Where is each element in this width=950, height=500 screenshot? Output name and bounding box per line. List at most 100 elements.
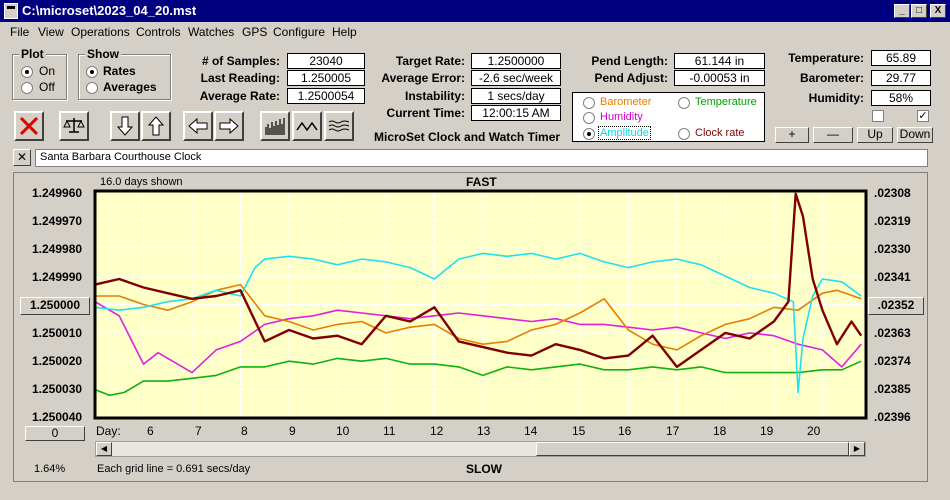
clock-name-field[interactable]: Santa Barbara Courthouse Clock	[35, 149, 928, 167]
pend-adjust-label: Pend Adjust:	[594, 71, 668, 85]
pend-length-field[interactable]: 61.144 in	[674, 53, 765, 69]
average-error-field: -2.6 sec/week	[471, 70, 561, 86]
scale-plus-button[interactable]: +	[775, 127, 809, 143]
menu-watches[interactable]: Watches	[188, 25, 235, 39]
x-tick-label: 13	[477, 424, 491, 438]
histogram-button[interactable]	[260, 111, 290, 141]
barometer-option-label: Barometer	[600, 96, 652, 108]
arrow-left-button[interactable]	[183, 111, 213, 141]
barometer-label: Barometer:	[799, 71, 864, 85]
show-averages-label: Averages	[103, 80, 157, 94]
pend-adjust-field: -0.00053 in	[674, 70, 765, 86]
menu-operations[interactable]: Operations	[71, 25, 130, 39]
right-tick-label: .02363	[874, 326, 911, 340]
slow-label: SLOW	[466, 462, 502, 476]
percent-label: 1.64%	[34, 463, 66, 475]
arrow-up-button[interactable]	[141, 111, 171, 141]
num-samples-label: # of Samples:	[201, 54, 280, 68]
wave-button[interactable]	[292, 111, 322, 141]
amplitude-option-label: Amplitude	[598, 126, 651, 140]
arrow-right-button[interactable]	[214, 111, 244, 141]
barometer-radio[interactable]	[583, 97, 595, 109]
arrow-left-icon	[188, 117, 208, 135]
balance-button[interactable]	[59, 111, 89, 141]
humidity-radio[interactable]	[583, 112, 595, 124]
menu-view[interactable]: View	[38, 25, 64, 39]
x-tick-label: 20	[807, 424, 821, 438]
show-averages-radio[interactable]	[86, 82, 98, 94]
menu-controls[interactable]: Controls	[136, 25, 181, 39]
stop-button[interactable]	[14, 111, 44, 141]
right-tick-label: .02341	[874, 270, 911, 284]
show-group-title: Show	[85, 47, 121, 61]
histogram-icon	[265, 118, 285, 135]
grid-note-label: Each grid line = 0.691 secs/day	[97, 463, 251, 475]
scroll-left-arrow-icon[interactable]: ◀	[96, 442, 112, 456]
menu-configure[interactable]: Configure	[273, 25, 326, 39]
instability-label: Instability:	[404, 89, 465, 103]
minimize-button[interactable]: _	[894, 4, 910, 18]
left-center-button[interactable]: 1.250000	[20, 297, 90, 315]
right-tick-label: .02330	[874, 242, 911, 256]
ripple-icon	[328, 120, 350, 132]
left-tick-label: 1.249970	[32, 214, 83, 228]
left-tick-label: 1.250010	[32, 326, 83, 340]
ripple-button[interactable]	[324, 111, 354, 141]
scale-minus-button[interactable]: —	[813, 127, 853, 143]
last-reading-label: Last Reading:	[200, 71, 280, 85]
checkbox-1[interactable]	[872, 110, 884, 122]
humidity-label: Humidity:	[808, 91, 864, 105]
average-rate-field: 1.2500054	[287, 88, 365, 104]
temperature-radio[interactable]	[678, 97, 690, 109]
balance-icon	[63, 118, 85, 133]
arrow-down-button[interactable]	[110, 111, 140, 141]
target-rate-label: Target Rate:	[395, 54, 465, 68]
scroll-thumb[interactable]	[536, 442, 849, 456]
x-tick-label: 19	[760, 424, 774, 438]
maximize-button[interactable]: □	[911, 4, 927, 18]
scroll-right-arrow-icon[interactable]: ▶	[849, 442, 865, 456]
average-error-label: Average Error:	[381, 71, 465, 85]
close-window-button[interactable]: X	[930, 4, 946, 18]
amplitude-radio[interactable]	[583, 128, 595, 140]
x-tick-label: 12	[430, 424, 444, 438]
target-rate-field[interactable]: 1.2500000	[471, 53, 561, 69]
humidity-option-label: Humidity	[600, 111, 643, 123]
arrow-down-icon	[116, 116, 134, 136]
menu-file[interactable]: File	[10, 25, 30, 39]
close-clock-button[interactable]: ✕	[13, 149, 31, 166]
menu-bar: File View Operations Controls Watches GP…	[0, 22, 950, 42]
series-line-amplitude	[94, 252, 862, 394]
fast-label: FAST	[466, 175, 497, 189]
series-line-barometer	[95, 283, 862, 351]
clock-rate-radio[interactable]	[678, 128, 690, 140]
temperature-field: 65.89	[871, 50, 931, 66]
days-shown-label: 16.0 days shown	[100, 176, 183, 188]
right-tick-label: .02374	[874, 354, 911, 368]
window-title: C:\microset\2023_04_20.mst	[22, 3, 197, 18]
checkbox-2[interactable]: ✓	[917, 110, 929, 122]
num-samples-field: 23040	[287, 53, 365, 69]
last-reading-field: 1.250005	[287, 70, 365, 86]
menu-gps[interactable]: GPS	[242, 25, 268, 39]
plot-off-radio[interactable]	[21, 82, 33, 94]
average-rate-label: Average Rate:	[199, 89, 280, 103]
plot-group: Plot On Off	[12, 47, 67, 100]
show-rates-radio[interactable]	[86, 66, 98, 78]
sensor-select-panel: Barometer Temperature Humidity Amplitude…	[572, 92, 765, 142]
scale-down-button[interactable]: Down	[897, 127, 933, 143]
plot-on-radio[interactable]	[21, 66, 33, 78]
right-tick-label: .02396	[874, 410, 911, 424]
x-tick-label: 17	[666, 424, 680, 438]
left-tick-label: 1.250030	[32, 382, 83, 396]
menu-help[interactable]: Help	[332, 25, 357, 39]
right-tick-label: .02319	[874, 214, 911, 228]
x-tick-label: 18	[713, 424, 727, 438]
horizontal-scrollbar[interactable]: ◀ ▶	[95, 441, 866, 457]
app-name-label: MicroSet Clock and Watch Timer	[374, 130, 561, 144]
plot-on-label: On	[39, 64, 56, 78]
right-center-button[interactable]: .02352	[868, 297, 924, 315]
scale-up-button[interactable]: Up	[857, 127, 893, 143]
left-tick-label: 1.250040	[32, 410, 83, 424]
zero-button[interactable]: 0	[25, 426, 85, 441]
